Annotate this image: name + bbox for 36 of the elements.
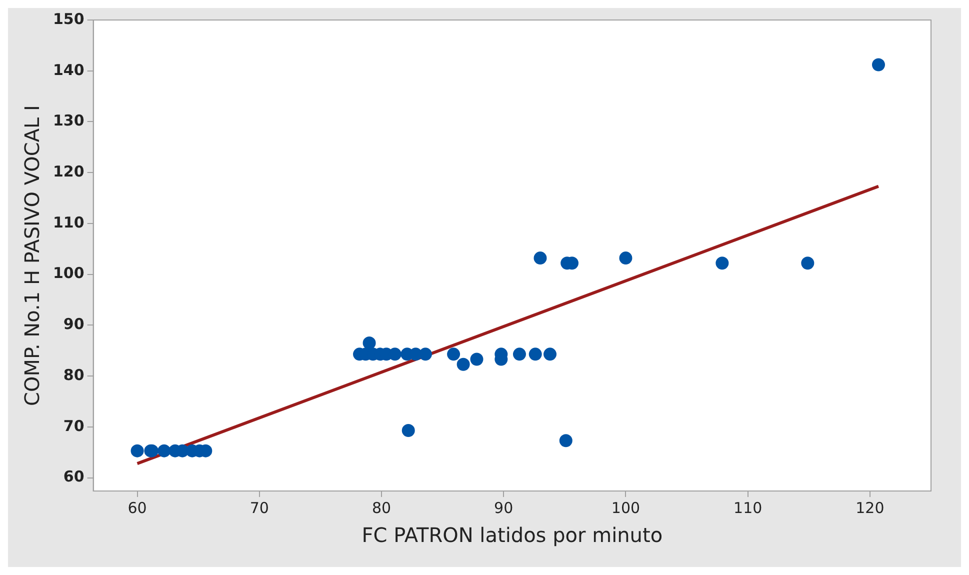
- y-tick-label: 140: [53, 60, 84, 79]
- x-tick-label: 120: [856, 498, 884, 517]
- point: [534, 252, 547, 265]
- y-tick-label: 100: [53, 264, 84, 282]
- x-axis-title: FC PATRON latidos por minuto: [362, 523, 663, 548]
- x-tick-label: 100: [611, 498, 640, 517]
- point: [528, 348, 542, 361]
- point: [801, 256, 814, 270]
- point: [447, 348, 460, 361]
- point: [456, 358, 470, 371]
- point: [418, 348, 432, 361]
- point: [716, 256, 729, 270]
- point: [544, 348, 557, 361]
- point: [872, 58, 885, 72]
- point: [470, 352, 484, 366]
- point: [402, 424, 415, 437]
- x-tick-label: 60: [128, 498, 147, 517]
- y-tick-label: 110: [53, 213, 84, 232]
- point: [362, 336, 376, 350]
- y-tick-label: 150: [53, 10, 84, 28]
- y-tick-label: 90: [63, 315, 84, 334]
- y-tick-label: 130: [53, 112, 84, 130]
- point: [559, 434, 572, 448]
- y-tick-label: 80: [63, 366, 84, 384]
- x-tick-label: 70: [250, 498, 269, 517]
- y-axis-title: COMP. No.1 H PASIVO VOCAL I: [20, 105, 44, 406]
- y-tick-label: 60: [63, 468, 84, 486]
- x-tick-label: 80: [372, 498, 392, 517]
- y-tick-label: 120: [53, 162, 84, 180]
- x-tick-label: 110: [734, 498, 762, 517]
- y-tick-label: 70: [63, 416, 84, 435]
- x-tick-label: 90: [494, 498, 514, 517]
- point: [619, 252, 632, 265]
- point: [130, 444, 144, 458]
- point: [158, 444, 171, 458]
- point: [512, 348, 526, 361]
